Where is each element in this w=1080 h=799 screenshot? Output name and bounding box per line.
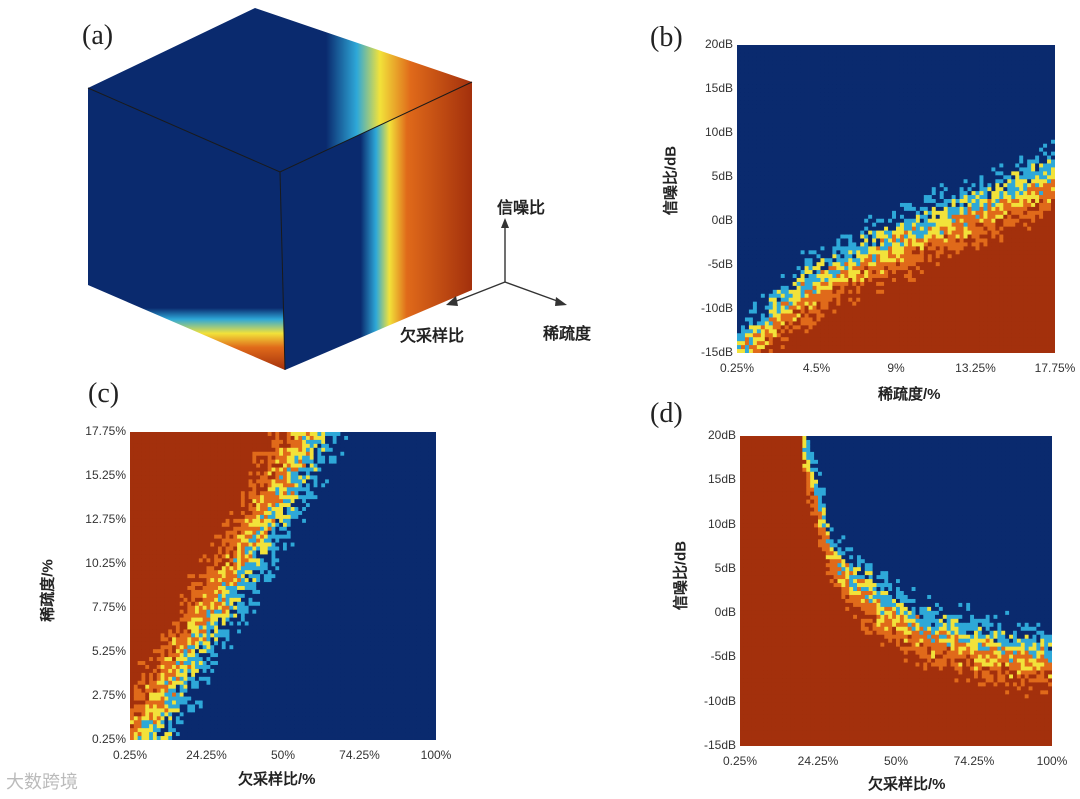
cube-front-face bbox=[88, 88, 285, 370]
b-xtick: 13.25% bbox=[955, 361, 996, 375]
d-ytick: 15dB bbox=[707, 472, 736, 487]
d-ytick: 10dB bbox=[707, 516, 736, 531]
b-ytick: 10dB bbox=[704, 125, 733, 139]
b-ytick: -5dB bbox=[707, 257, 733, 271]
c-xtick: 50% bbox=[270, 748, 296, 762]
b-xtick: 9% bbox=[887, 361, 905, 375]
d-ytick: -5dB bbox=[710, 649, 736, 664]
ylabel-b: 信噪比/dB bbox=[662, 145, 680, 216]
c-xtick: 100% bbox=[420, 748, 452, 762]
d-xtick: 74.25% bbox=[953, 754, 995, 768]
xlabel-c: 欠采样比/% bbox=[238, 771, 316, 788]
c-ytick: 5.25% bbox=[91, 644, 126, 658]
axis-arrows bbox=[446, 218, 567, 306]
panel-b-label: (b) bbox=[650, 22, 683, 53]
cube-top-face bbox=[88, 8, 472, 172]
d-xtick: 24.25% bbox=[797, 754, 839, 768]
cube-axis-sparsity: 稀疏度 bbox=[543, 326, 592, 343]
b-ytick: -15dB bbox=[700, 345, 733, 359]
d-ytick: -15dB bbox=[703, 738, 736, 752]
c-xtick: 24.25% bbox=[186, 748, 227, 762]
heatmap-b bbox=[737, 45, 1055, 353]
d-xtick: 0.25% bbox=[722, 754, 758, 768]
b-ytick: 20dB bbox=[704, 37, 733, 51]
panel-c-label: (c) bbox=[88, 378, 120, 409]
c-ytick: 0.25% bbox=[91, 732, 126, 746]
b-ytick: 0dB bbox=[711, 213, 733, 227]
c-ytick: 7.75% bbox=[91, 600, 126, 614]
b-xtick: 4.5% bbox=[802, 361, 831, 375]
b-ytick: 15dB bbox=[704, 81, 733, 95]
c-ytick: 12.75% bbox=[85, 512, 126, 526]
xlabel-d: 欠采样比/% bbox=[868, 776, 946, 793]
cube-right-face bbox=[280, 82, 472, 370]
cube-axis-snr: 信噪比 bbox=[497, 200, 546, 217]
c-ytick: 15.25% bbox=[85, 468, 126, 482]
heatmap-c bbox=[130, 432, 436, 740]
watermark: 大数跨境 bbox=[6, 772, 78, 792]
cube-axis-undersampling: 欠采样比 bbox=[400, 328, 465, 345]
b-xtick: 0.25% bbox=[719, 361, 755, 375]
d-ytick: -10dB bbox=[703, 693, 736, 708]
c-xtick: 0.25% bbox=[112, 748, 148, 762]
d-xtick: 100% bbox=[1036, 754, 1068, 768]
ylabel-c: 稀疏度/% bbox=[39, 559, 57, 622]
d-ytick: 20dB bbox=[707, 428, 736, 442]
heatmap-d bbox=[740, 436, 1052, 746]
b-xtick: 17.75% bbox=[1034, 361, 1076, 375]
ylabel-d: 信噪比/dB bbox=[672, 540, 690, 611]
panel-a-label: (a) bbox=[82, 20, 114, 51]
b-ytick: -10dB bbox=[700, 301, 733, 315]
panel-d-label: (d) bbox=[650, 398, 683, 429]
cube-3d bbox=[87, 8, 473, 371]
c-ytick: 2.75% bbox=[91, 688, 126, 702]
c-ytick: 17.75% bbox=[85, 424, 126, 438]
c-xtick: 74.25% bbox=[339, 748, 380, 762]
xlabel-b: 稀疏度/% bbox=[878, 386, 941, 403]
d-ytick: 0dB bbox=[714, 605, 736, 620]
b-ytick: 5dB bbox=[711, 169, 733, 183]
c-ytick: 10.25% bbox=[85, 556, 126, 570]
d-xtick: 50% bbox=[883, 754, 909, 768]
d-ytick: 5dB bbox=[714, 560, 736, 575]
